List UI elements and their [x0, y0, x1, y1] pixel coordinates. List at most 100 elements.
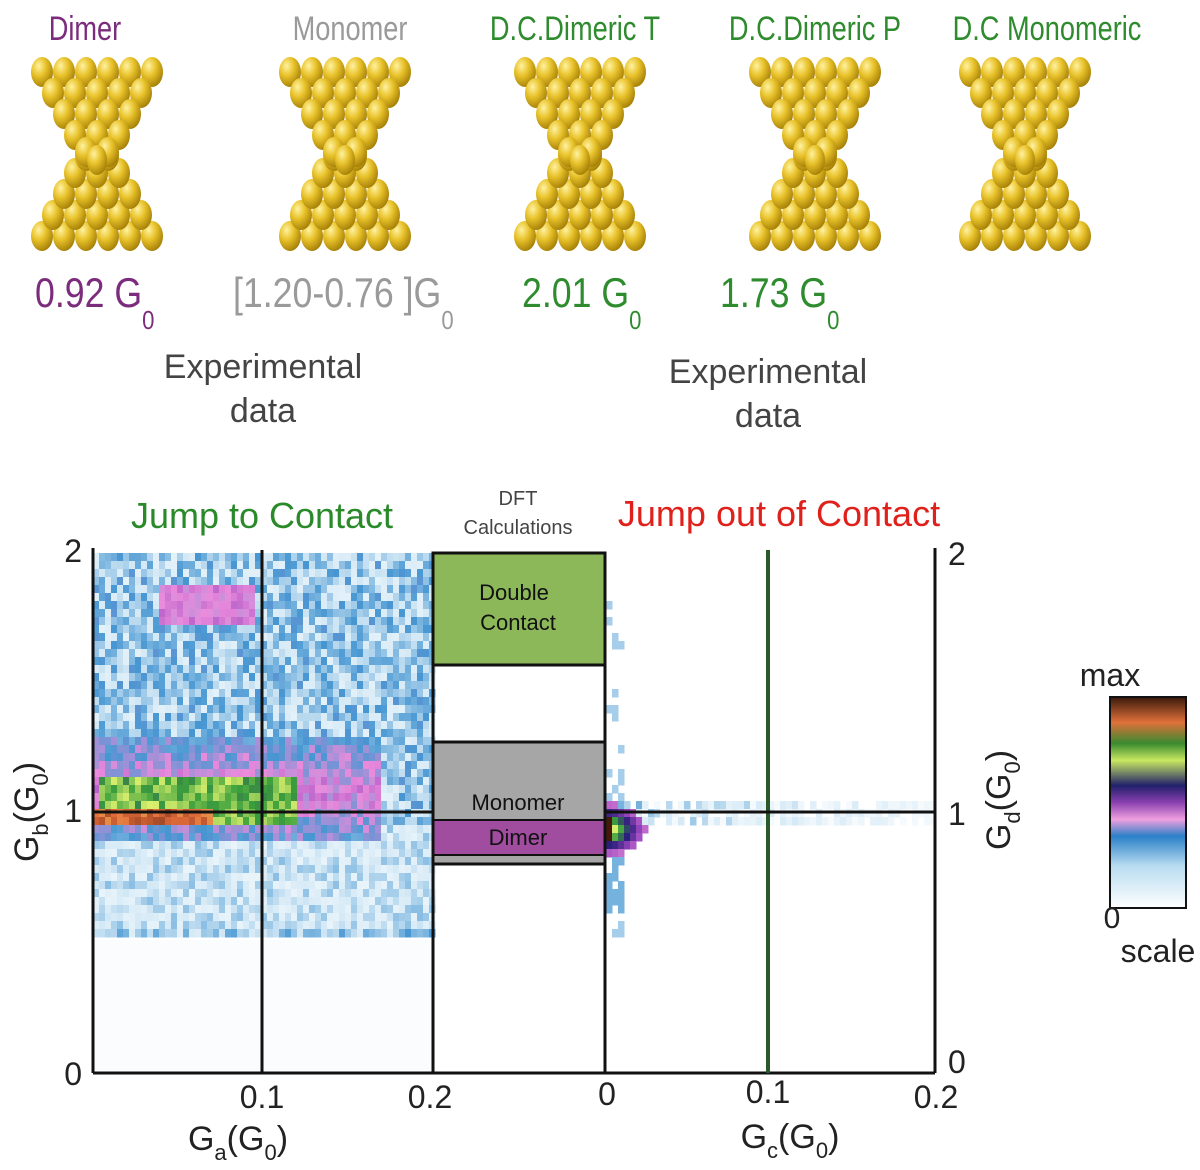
heat-cell — [135, 857, 142, 866]
heat-cell — [423, 817, 430, 826]
atom — [536, 221, 558, 251]
conductance-subscript: 0 — [142, 306, 154, 335]
heat-cell — [171, 601, 178, 610]
heat-cell — [213, 825, 220, 834]
heat-cell — [285, 841, 292, 850]
heat-cell — [93, 905, 100, 914]
heat-cell — [189, 801, 196, 810]
heat-cell — [219, 737, 226, 746]
heat-cell — [267, 889, 274, 898]
heat-cell — [381, 681, 388, 690]
heat-cell — [99, 577, 106, 586]
heat-cell — [606, 849, 613, 858]
heat-cell — [351, 745, 358, 754]
heat-cell — [405, 657, 412, 666]
heat-cell — [225, 825, 232, 834]
heat-cell — [423, 641, 430, 650]
heat-cell — [159, 609, 166, 618]
heat-cell — [183, 833, 190, 842]
heat-cell — [243, 553, 250, 562]
heat-cell — [327, 769, 334, 778]
heat-cell — [381, 785, 388, 794]
heat-cell — [369, 569, 376, 578]
heat-cell — [117, 897, 124, 906]
heat-cell — [177, 881, 184, 890]
heat-cell — [201, 881, 208, 890]
heat-cell — [339, 705, 346, 714]
heat-cell — [135, 929, 142, 938]
heat-cell — [237, 865, 244, 874]
heat-cell — [339, 777, 346, 786]
heat-cell — [387, 833, 394, 842]
heat-cell — [423, 753, 430, 762]
heat-cell — [297, 657, 304, 666]
heat-cell — [165, 657, 172, 666]
heat-cell — [321, 921, 328, 930]
heat-cell — [183, 905, 190, 914]
heat-cell — [327, 849, 334, 858]
heat-cell — [129, 897, 136, 906]
heat-cell — [207, 665, 214, 674]
heat-cell — [291, 569, 298, 578]
heat-cell — [111, 729, 118, 738]
heat-cell — [201, 673, 208, 682]
panel-title: Calculations — [464, 517, 573, 539]
heat-cell — [357, 825, 364, 834]
heat-cell — [177, 649, 184, 658]
heat-cell — [381, 625, 388, 634]
heat-cell — [243, 841, 250, 850]
heat-cell — [333, 641, 340, 650]
heat-cell — [321, 617, 328, 626]
heat-cell — [231, 641, 238, 650]
heat-cell — [159, 625, 166, 634]
heat-cell — [243, 697, 250, 706]
heat-cell — [411, 793, 418, 802]
heat-cell — [171, 681, 178, 690]
heat-cell — [279, 777, 286, 786]
heat-cell — [207, 609, 214, 618]
heat-cell — [327, 737, 334, 746]
heat-cell — [219, 609, 226, 618]
heat-cell — [279, 657, 286, 666]
heat-cell — [291, 665, 298, 674]
heat-cell — [171, 921, 178, 930]
heat-cell — [297, 817, 304, 826]
heat-cell — [111, 737, 118, 746]
heat-cell — [249, 561, 256, 570]
heat-cell — [363, 769, 370, 778]
heat-cell — [642, 817, 649, 826]
heat-cell — [189, 825, 196, 834]
heat-cell — [93, 881, 100, 890]
heat-cell — [273, 889, 280, 898]
heat-cell — [93, 849, 100, 858]
heat-cell — [636, 801, 643, 810]
heat-cell — [225, 721, 232, 730]
heat-cell — [117, 601, 124, 610]
heat-cell — [399, 641, 406, 650]
heat-cell — [207, 617, 214, 626]
heat-cell — [93, 841, 100, 850]
heat-cell — [231, 601, 238, 610]
heat-cell — [405, 665, 412, 674]
heat-cell — [291, 705, 298, 714]
heat-cell — [213, 745, 220, 754]
heat-cell — [195, 561, 202, 570]
heat-cell — [249, 793, 256, 802]
heat-cell — [411, 681, 418, 690]
heat-cell — [375, 649, 382, 658]
heat-cell — [363, 825, 370, 834]
heat-cell — [321, 857, 328, 866]
heat-cell — [345, 705, 352, 714]
heat-cell — [243, 705, 250, 714]
heat-cell — [129, 625, 136, 634]
heat-cell — [147, 705, 154, 714]
heat-cell — [399, 825, 406, 834]
heat-cell — [606, 817, 613, 826]
heat-cell — [321, 729, 328, 738]
heat-cell — [381, 729, 388, 738]
heat-cell — [273, 689, 280, 698]
heat-cell — [261, 801, 268, 810]
heat-cell — [357, 777, 364, 786]
heat-cell — [339, 849, 346, 858]
atom-structures — [31, 57, 1091, 251]
